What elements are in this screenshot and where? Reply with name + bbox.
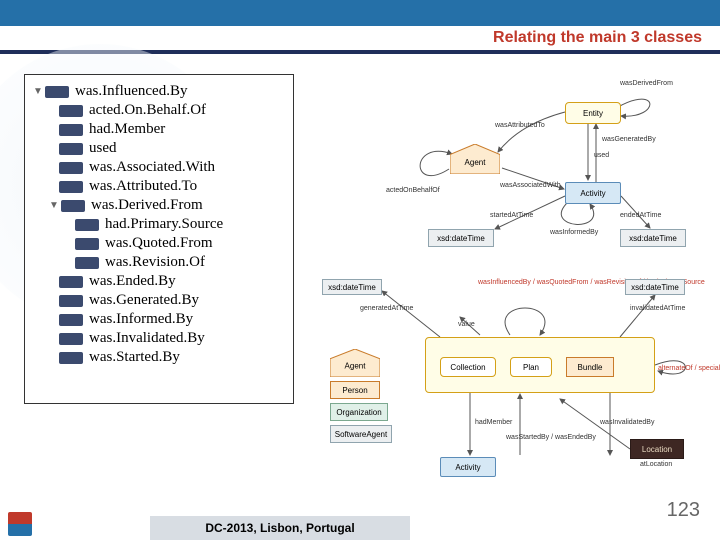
property-chip-icon <box>59 276 83 288</box>
tree-item: was.Revision.Of <box>33 254 285 271</box>
edge-label: endedAtTime <box>620 212 661 219</box>
tree-item: was.Associated.With <box>33 159 285 176</box>
edge-label: value <box>458 321 475 328</box>
node-bundle: Bundle <box>566 357 614 377</box>
tree-label: had.Member <box>89 121 165 138</box>
tree-item: ▼ was.Derived.From <box>33 197 285 214</box>
node-agent: Agent <box>330 349 380 382</box>
property-chip-icon <box>59 143 83 155</box>
property-chip-icon <box>59 333 83 345</box>
footer: DC-2013, Lisbon, Portugal 123 <box>0 498 720 540</box>
tree-item: had.Member <box>33 121 285 138</box>
tree-label: was.Influenced.By <box>75 83 187 100</box>
property-chip-icon <box>75 219 99 231</box>
edge-label: wasInvalidatedBy <box>600 419 654 426</box>
edge-label: wasAttributedTo <box>495 122 545 129</box>
node-xsdL: xsd:dateTime <box>322 279 382 295</box>
edge-label: wasDerivedFrom <box>620 80 673 87</box>
tree-item: was.Ended.By <box>33 273 285 290</box>
expand-arrow-icon: ▼ <box>49 200 59 211</box>
property-chip-icon <box>61 200 85 212</box>
tree-item: ▼ was.Influenced.By <box>33 83 285 100</box>
footer-logo-icon <box>8 512 32 536</box>
edge-label: hadMember <box>475 419 512 426</box>
tree-item: was.Attributed.To <box>33 178 285 195</box>
property-chip-icon <box>59 162 83 174</box>
edge-label: wasInformedBy <box>550 229 598 236</box>
expand-arrow-icon: ▼ <box>33 86 43 97</box>
edge-label: actedOnBehalfOf <box>386 187 440 194</box>
tree-item: was.Quoted.From <box>33 235 285 252</box>
tree-item: was.Started.By <box>33 349 285 366</box>
tree-label: was.Invalidated.By <box>89 330 205 347</box>
tree-item: had.Primary.Source <box>33 216 285 233</box>
tree-item: was.Invalidated.By <box>33 330 285 347</box>
edge-label: atLocation <box>640 461 672 468</box>
tree-item: was.Informed.By <box>33 311 285 328</box>
tree-label: was.Generated.By <box>89 292 199 309</box>
node-xsdR: xsd:dateTime <box>625 279 685 295</box>
property-chip-icon <box>59 295 83 307</box>
main-content: ▼ was.Influenced.By acted.On.Behalf.Of had.… <box>0 54 720 494</box>
property-chip-icon <box>59 124 83 136</box>
tree-label: was.Ended.By <box>89 273 176 290</box>
edge-label: alternateOf / specializationOf <box>658 365 720 372</box>
node-activity: Activity <box>440 457 496 477</box>
diagram-top: wasDerivedFrom wasAttributedTo actedOnBeha… <box>340 74 700 264</box>
edge-label: wasGeneratedBy <box>602 136 656 143</box>
node-activity: Activity <box>565 182 621 204</box>
tree-label: was.Quoted.From <box>105 235 213 252</box>
diagram-bottom: generatedAtTimeinvalidatedAtTimealternat… <box>310 269 710 494</box>
property-chip-icon <box>59 352 83 364</box>
node-coll: Collection <box>440 357 496 377</box>
property-chip-icon <box>59 181 83 193</box>
edge-label: wasStartedBy / wasEndedBy <box>506 434 596 441</box>
tree-label: was.Started.By <box>89 349 180 366</box>
property-chip-icon <box>59 314 83 326</box>
node-xsd1: xsd:dateTime <box>428 229 494 247</box>
node-xsd2: xsd:dateTime <box>620 229 686 247</box>
node-plan: Plan <box>510 357 552 377</box>
node-sw: SoftwareAgent <box>330 425 392 443</box>
edge-label: used <box>594 152 609 159</box>
edge-label: generatedAtTime <box>360 305 413 312</box>
tree-item: acted.On.Behalf.Of <box>33 102 285 119</box>
tree-label: was.Informed.By <box>89 311 193 328</box>
property-chip-icon <box>45 86 69 98</box>
tree-label: was.Revision.Of <box>105 254 205 271</box>
property-tree: ▼ was.Influenced.By acted.On.Behalf.Of had.… <box>24 74 294 404</box>
page-number: 123 <box>667 499 700 522</box>
tree-label: used <box>89 140 117 157</box>
tree-label: was.Attributed.To <box>89 178 197 195</box>
tree-label: was.Derived.From <box>91 197 203 214</box>
tree-label: was.Associated.With <box>89 159 215 176</box>
svg-text:Agent: Agent <box>465 158 487 167</box>
node-entity: Entity <box>565 102 621 124</box>
tree-item: was.Generated.By <box>33 292 285 309</box>
property-chip-icon <box>75 257 99 269</box>
edge-label: invalidatedAtTime <box>630 305 685 312</box>
tree-label: had.Primary.Source <box>105 216 223 233</box>
tree-item: used <box>33 140 285 157</box>
node-location: Location <box>630 439 684 459</box>
top-bar <box>0 0 720 26</box>
node-person: Person <box>330 381 380 399</box>
slide-title: Relating the main 3 classes <box>493 29 702 47</box>
edge-label: startedAtTime <box>490 212 533 219</box>
property-chip-icon <box>59 105 83 117</box>
tree-label: acted.On.Behalf.Of <box>89 102 206 119</box>
node-agent: Agent <box>450 144 500 179</box>
edge-label: wasAssociatedWith <box>500 182 561 189</box>
svg-text:Agent: Agent <box>345 362 367 371</box>
property-chip-icon <box>75 238 99 250</box>
footer-text: DC-2013, Lisbon, Portugal <box>150 516 410 540</box>
node-org: Organization <box>330 403 388 421</box>
